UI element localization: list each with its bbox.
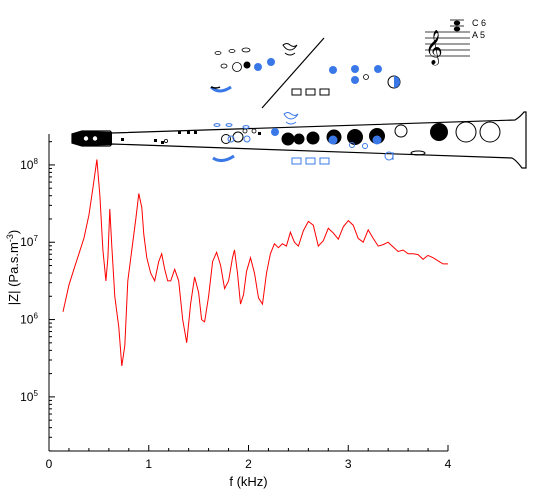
y-tick-label: 107 [20,234,38,249]
x-axis-label: f (kHz) [229,474,267,489]
x-tick-label: 2 [245,457,252,471]
x-tick-label: 1 [145,457,152,471]
y-tick-label: 106 [20,312,38,327]
treble-clef-icon: 𝄞 [425,30,443,66]
y-axis-label: |Z| (Pa.s.m-3) [5,230,21,305]
instrument-inset: 𝄞 C 6 A 5 [71,18,527,169]
x-tick-label: 0 [46,457,53,471]
music-staff: 𝄞 C 6 A 5 [425,18,486,66]
lower-note-label: A 5 [472,30,485,40]
impedance-series-line [62,159,448,367]
fingering-chart [209,37,401,109]
x-tick-label: 4 [445,457,452,471]
small-keys [121,128,261,144]
highlight-keys [212,112,426,165]
upper-note-label: C 6 [472,18,486,28]
y-tick-label: 108 [20,157,38,172]
plot-area: 0 1 2 3 4 105 106 107 108 f (kHz) |Z| (Pa.s.m-3) [5,134,452,489]
y-tick-label: 105 [20,389,38,404]
x-tick-label: 3 [345,457,352,471]
